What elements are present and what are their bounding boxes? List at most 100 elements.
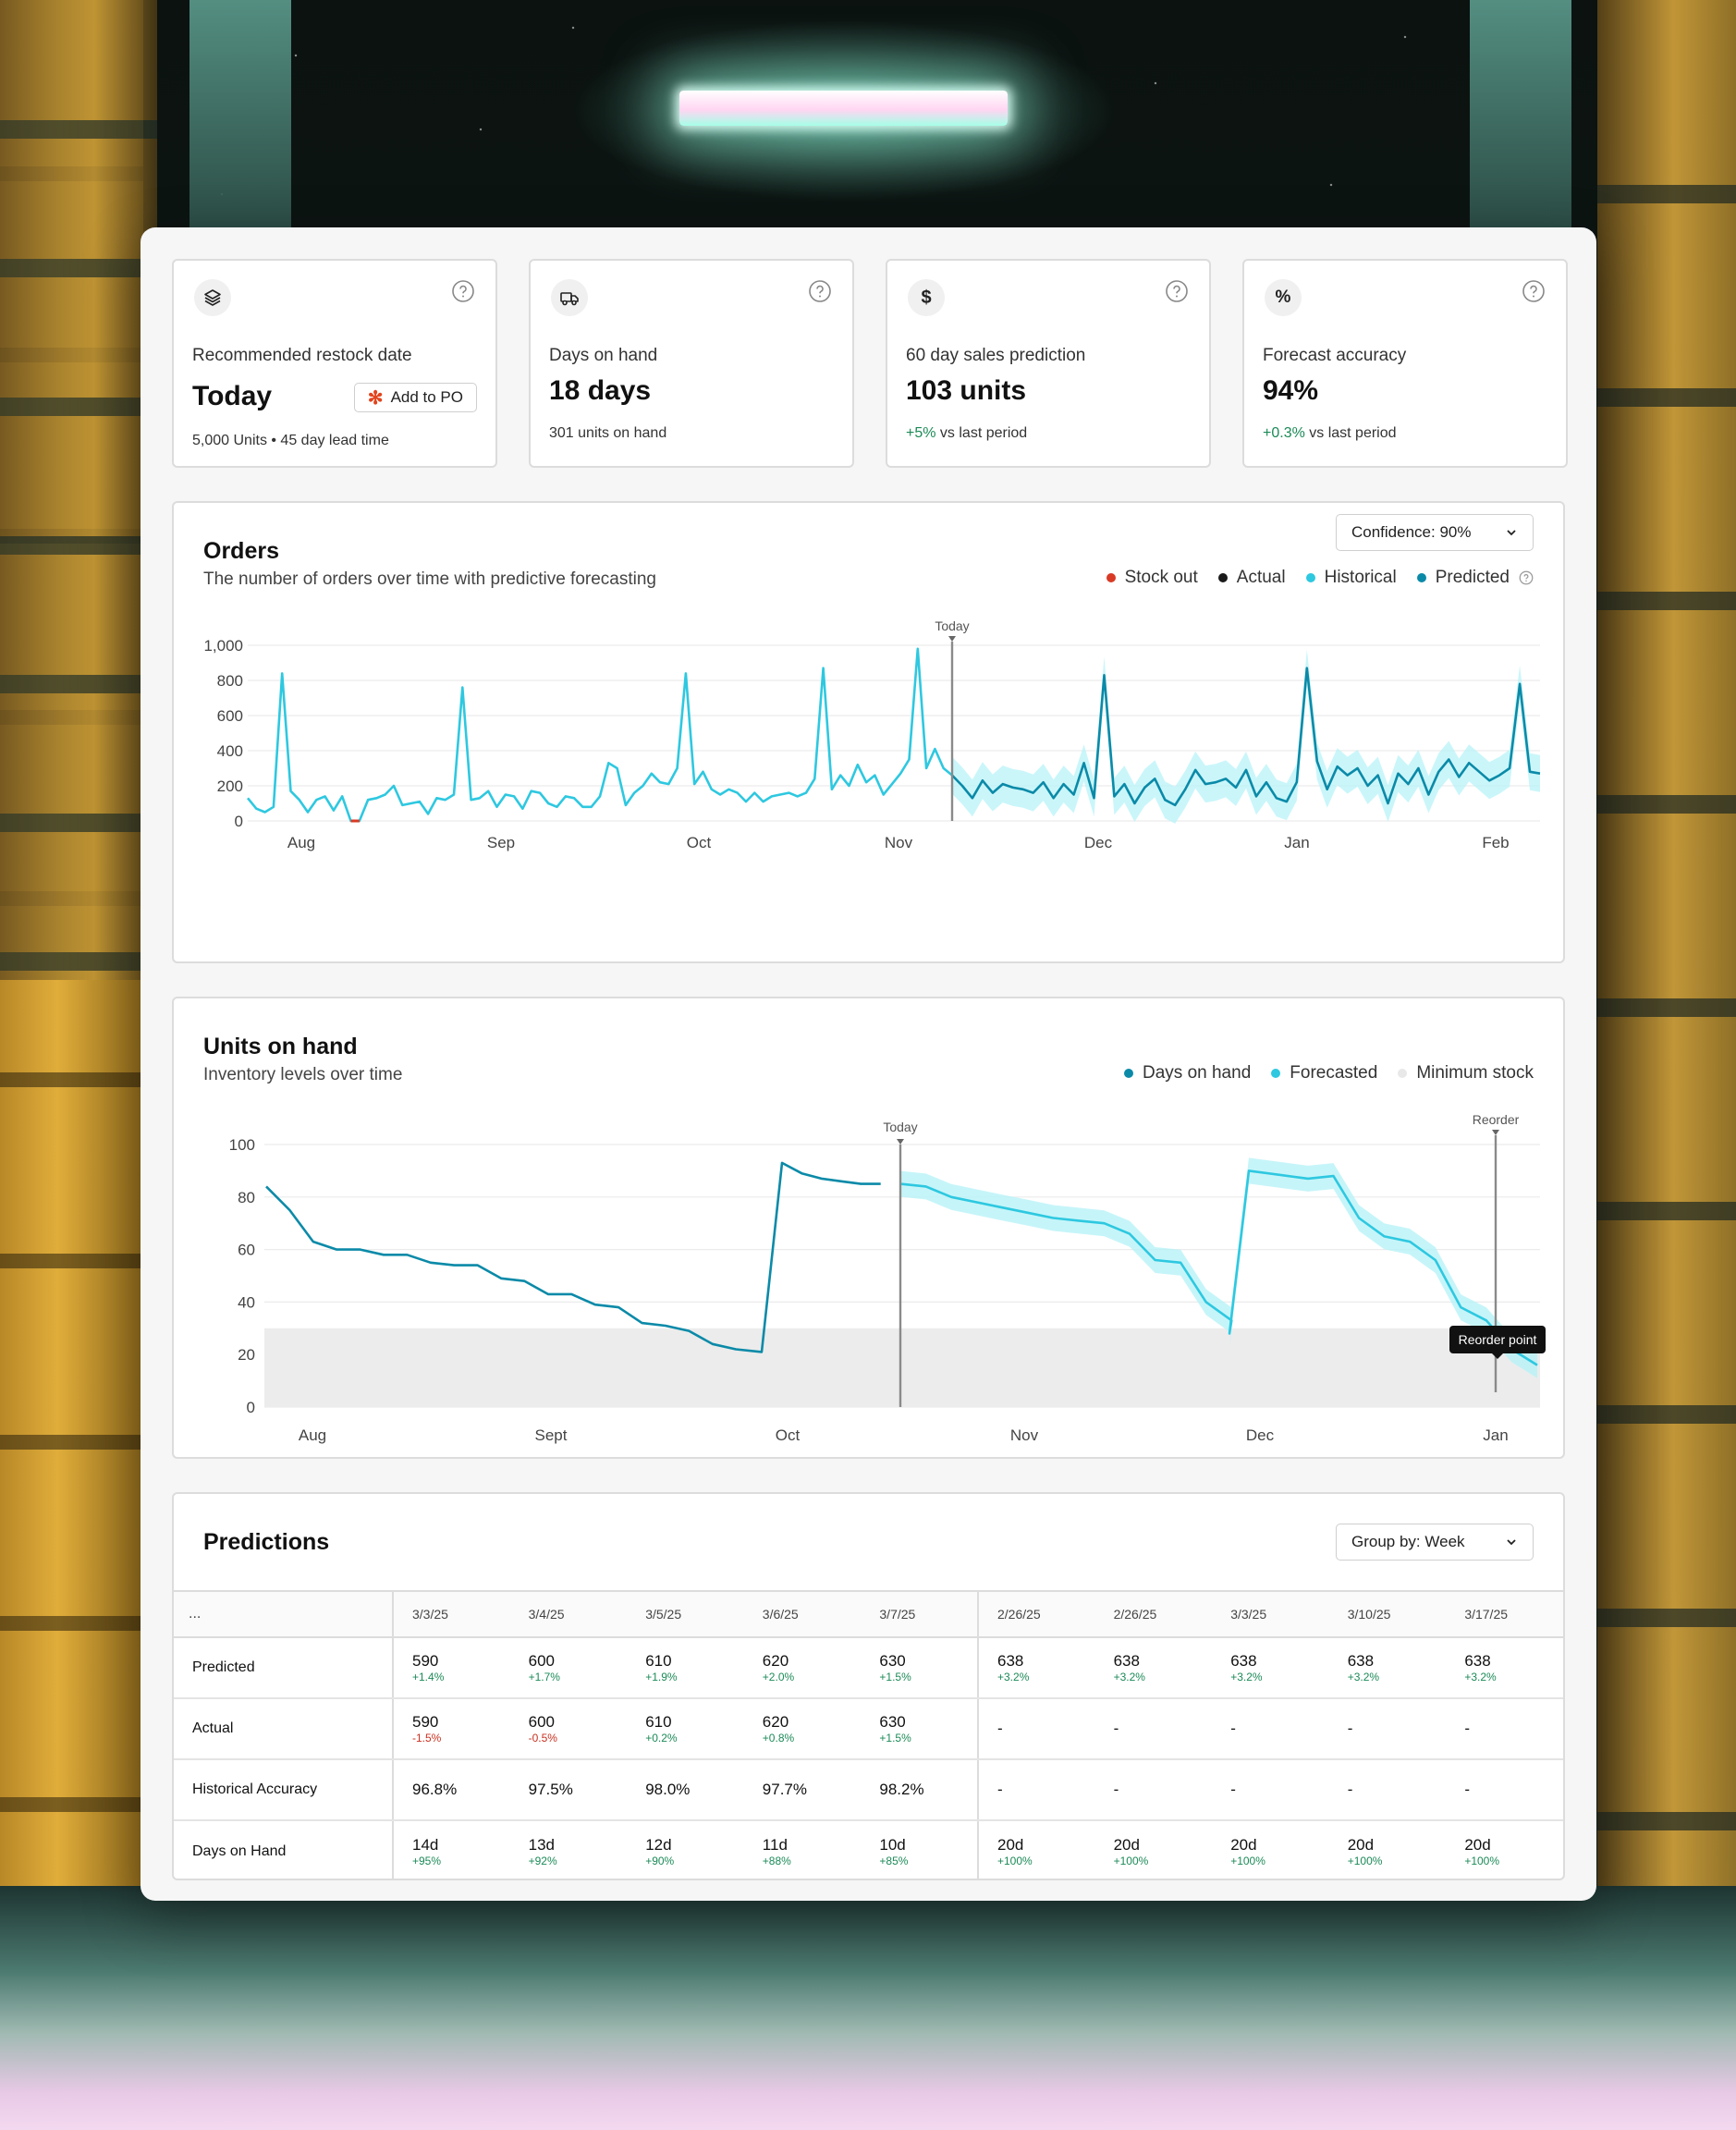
table-cell: 20d +100% — [1095, 1820, 1213, 1879]
background-shelf-left-upper — [0, 0, 157, 980]
cell-delta: +95% — [412, 1854, 442, 1867]
series-line-days-on-hand — [265, 1161, 881, 1353]
cell-value: 600 — [528, 1713, 555, 1731]
y-tick-label: 20 — [238, 1346, 255, 1364]
table-row: Historical Accuracy 96.8% 97.5% 98.0% 97.7% 9… — [174, 1759, 1563, 1821]
chevron-down-icon — [1507, 1539, 1516, 1546]
dollar-icon: $ — [908, 279, 945, 316]
units-chart: 0 20 40 60 80 100 Today Reorder Reorder point Aug… — [229, 1112, 1546, 1444]
cell-value: 638 — [1113, 1652, 1140, 1670]
table-cell: 20d +100% — [1446, 1820, 1563, 1879]
legend-dot — [1124, 1069, 1134, 1078]
predictions-card: Predictions Group by: Week ... 3/3/25 3/4… — [172, 1492, 1565, 1880]
cell-value: 610 — [645, 1652, 672, 1670]
x-tick-label: Sep — [487, 834, 515, 851]
cell-value: 590 — [412, 1652, 439, 1670]
cell-value: - — [1230, 1781, 1236, 1798]
row-label: Actual — [174, 1698, 394, 1760]
cell-delta: +3.2% — [1464, 1671, 1497, 1683]
help-icon[interactable] — [1522, 279, 1546, 303]
kpi-delta-context: vs last period — [939, 425, 1028, 441]
cell-value: 638 — [1230, 1652, 1257, 1670]
reorder-tooltip-label: Reorder point — [1459, 1332, 1537, 1347]
table-cell: - — [1446, 1698, 1563, 1760]
column-header: 3/4/25 — [509, 1590, 628, 1638]
y-tick-label: 0 — [247, 1399, 255, 1416]
group-by-dropdown[interactable]: Group by: Week — [1336, 1524, 1534, 1561]
table-row: Predicted 590 +1.4% 600 +1.7% 610 +1.9% 620 +2.0… — [174, 1637, 1563, 1699]
help-icon[interactable] — [451, 279, 475, 303]
cell-value: 20d — [1113, 1835, 1140, 1854]
table-cell: 638 +3.2% — [1328, 1637, 1447, 1699]
kpi-restock-card: Recommended restock date Today ✻ Add to … — [172, 259, 497, 468]
confidence-dropdown[interactable]: Confidence: 90% — [1336, 514, 1534, 551]
x-tick-label: Aug — [299, 1426, 326, 1444]
confidence-band — [952, 649, 1540, 824]
units-title: Units on hand — [203, 1034, 358, 1059]
background-floor — [0, 1886, 1736, 2130]
help-icon[interactable] — [1519, 570, 1534, 585]
column-header: 3/3/25 — [1212, 1590, 1329, 1638]
orders-subtitle: The number of orders over time with pred… — [203, 569, 656, 589]
y-tick-label: 800 — [217, 672, 243, 690]
table-cell: 98.2% — [861, 1759, 979, 1821]
cell-delta: +1.9% — [645, 1671, 678, 1683]
column-header: 3/3/25 — [393, 1590, 510, 1638]
x-tick-label: Dec — [1246, 1426, 1275, 1444]
table-cell: - — [1094, 1698, 1213, 1760]
x-tick-label: Nov — [1010, 1426, 1039, 1444]
asterisk-icon: ✻ — [367, 387, 384, 409]
y-tick-label: 0 — [235, 813, 243, 830]
legend-label: Minimum stock — [1416, 1063, 1534, 1083]
cell-value: - — [1347, 1720, 1353, 1737]
column-header: 3/6/25 — [743, 1590, 862, 1638]
legend-label: Historical — [1324, 568, 1397, 587]
units-legend: Days on hand Forecasted Minimum stock — [1124, 1063, 1534, 1083]
column-header: 3/5/25 — [627, 1590, 744, 1638]
cell-delta: -1.5% — [412, 1732, 442, 1744]
kpi-days-on-hand-card: Days on hand 18 days 301 units on hand — [529, 259, 854, 468]
table-cell: - — [1212, 1698, 1329, 1760]
table-cell: - — [1212, 1759, 1329, 1821]
cell-delta: +3.2% — [1113, 1671, 1145, 1683]
kpi-subtext: +5% vs last period — [906, 425, 1027, 442]
table-cell: 630 +1.5% — [861, 1698, 979, 1760]
legend-dot — [1217, 573, 1228, 582]
cell-value: - — [1113, 1720, 1119, 1737]
table-cell: 12d +90% — [627, 1820, 744, 1879]
layers-icon — [194, 279, 231, 316]
help-icon[interactable] — [808, 279, 832, 303]
group-by-value: Group by: Week — [1351, 1533, 1465, 1550]
cell-value: 96.8% — [412, 1781, 458, 1798]
confidence-value: Confidence: 90% — [1351, 523, 1472, 541]
cell-delta: +3.2% — [1347, 1671, 1380, 1683]
kpi-subtext: 301 units on hand — [549, 425, 667, 441]
add-to-po-button[interactable]: ✻ Add to PO — [353, 383, 477, 412]
help-icon[interactable] — [1165, 279, 1189, 303]
cell-delta: +100% — [1464, 1854, 1500, 1867]
cell-value: 610 — [645, 1713, 672, 1731]
cell-value: 20d — [1464, 1835, 1491, 1854]
cell-delta: +92% — [528, 1854, 557, 1867]
units-subtitle: Inventory levels over time — [203, 1065, 403, 1084]
kpi-value: 103 units — [906, 375, 1027, 406]
cell-delta: +100% — [1113, 1854, 1149, 1867]
legend-dot — [1398, 1069, 1408, 1078]
cell-value: - — [1113, 1781, 1119, 1798]
table-cell: - — [978, 1698, 1095, 1760]
kpi-delta-context: vs last period — [1309, 425, 1397, 441]
table-cell: 98.0% — [627, 1759, 744, 1821]
y-tick-label: 400 — [217, 742, 243, 760]
legend-label: Actual — [1236, 568, 1286, 587]
y-tick-label: 40 — [238, 1293, 255, 1311]
cell-value: 630 — [879, 1652, 906, 1670]
table-menu-button[interactable]: ... — [174, 1590, 394, 1638]
kpi-value: Today — [192, 381, 273, 411]
x-tick-label: Oct — [776, 1426, 801, 1444]
units-chart-card: Units on hand Inventory levels over time… — [172, 997, 1565, 1459]
cell-delta: +1.7% — [528, 1671, 560, 1683]
table-cell: - — [1328, 1759, 1447, 1821]
legend-item-predicted: Predicted — [1416, 568, 1534, 588]
legend-item-forecasted: Forecasted — [1271, 1063, 1377, 1083]
table-cell: 590 -1.5% — [393, 1698, 510, 1760]
